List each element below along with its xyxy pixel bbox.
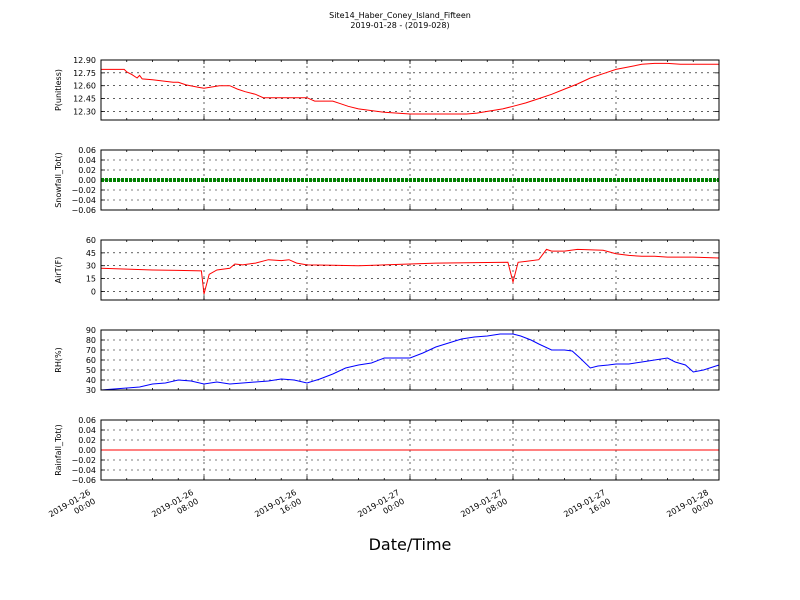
y-tick-label: 45 [86, 249, 96, 258]
x-tick-label: 2019-01-2608:00 [150, 488, 200, 528]
x-tick-label: 2019-01-2600:00 [47, 488, 97, 528]
x-tick-label: 2019-01-2700:00 [356, 488, 406, 528]
panel-5: −0.06−0.04−0.020.000.020.040.06 Rainfall_… [54, 416, 720, 485]
y-tick-label: 0.04 [78, 426, 96, 435]
y-tick-label: 15 [86, 275, 96, 284]
y-tick-label: 60 [86, 356, 96, 365]
y-tick-label: −0.02 [71, 186, 96, 195]
panel-frame [100, 239, 720, 301]
series-line [101, 62, 719, 115]
y-tick-label: 12.75 [73, 69, 96, 78]
x-axis-label: Date/Time [369, 535, 452, 554]
panel-frame [100, 59, 720, 121]
y-axis-label: Rainfall_Tot() [54, 424, 63, 476]
y-tick-label: 0.04 [78, 156, 96, 165]
y-tick-label: 80 [86, 336, 96, 345]
figure-title: Site14_Haber_Coney_Island_Fifteen [329, 11, 471, 20]
y-tick-label: 30 [86, 386, 96, 395]
y-tick-label: −0.06 [71, 476, 96, 485]
y-tick-label: 90 [86, 326, 96, 335]
y-tick-label: −0.06 [71, 206, 96, 215]
y-tick-label: 0 [91, 287, 96, 296]
y-tick-label: 12.90 [73, 56, 96, 65]
y-tick-label: 12.45 [73, 95, 96, 104]
y-axis-label: P(unitless) [54, 69, 63, 111]
y-tick-label: −0.04 [71, 466, 96, 475]
panel-frame [100, 149, 720, 211]
series-line [100, 248, 720, 295]
panel-frame [100, 419, 720, 481]
y-tick-label: 50 [86, 366, 96, 375]
x-tick-label: 2019-01-2716:00 [562, 488, 612, 528]
y-tick-label: 40 [86, 376, 96, 385]
y-axis-label: Snowfall_Tot() [54, 152, 63, 208]
series-line [100, 333, 720, 391]
y-tick-label: 0.06 [78, 146, 96, 155]
y-tick-label: −0.02 [71, 456, 96, 465]
y-tick-label: 12.60 [73, 82, 96, 91]
y-tick-label: 70 [86, 346, 96, 355]
y-tick-label: 60 [86, 236, 96, 245]
x-axis-ticks: 2019-01-2600:00 2019-01-2608:00 2019-01-26… [47, 488, 715, 528]
y-tick-label: 0.00 [78, 446, 96, 455]
y-tick-label: 30 [86, 262, 96, 271]
y-tick-label: 0.06 [78, 416, 96, 425]
panel-2: −0.06−0.04−0.020.000.020.040.06 Snowfall_… [54, 146, 720, 215]
figure-subtitle: 2019-01-28 - (2019-028) [350, 21, 449, 30]
y-tick-label: 0.02 [78, 166, 96, 175]
x-tick-label: 2019-01-2800:00 [665, 488, 715, 528]
panel-frame [100, 329, 720, 391]
panel-1: 12.30 12.45 12.60 12.75 12.90 P(unitless) [54, 56, 720, 121]
panels: 12.30 12.45 12.60 12.75 12.90 P(unitless) −0.0… [54, 56, 720, 485]
y-tick-label: −0.04 [71, 196, 96, 205]
y-tick-label: 0.02 [78, 436, 96, 445]
x-tick-label: 2019-01-2708:00 [459, 488, 509, 528]
y-axis-label: AirT(F) [54, 257, 63, 284]
panel-3: 0 15 30 45 60 AirT(F) [54, 236, 720, 301]
y-tick-label: 12.30 [73, 107, 96, 116]
y-tick-label: 0.00 [78, 176, 96, 185]
y-axis-label: RH(%) [54, 347, 63, 372]
x-tick-label: 2019-01-2616:00 [253, 488, 303, 528]
